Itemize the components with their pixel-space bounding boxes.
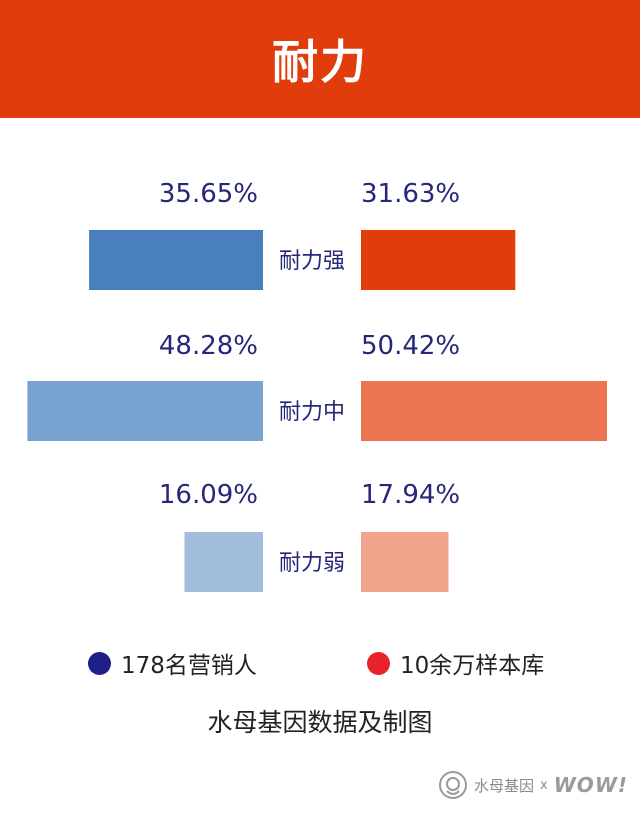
value-label-right-0: 31.63% bbox=[361, 179, 460, 209]
legend-dot-blue bbox=[88, 651, 111, 675]
footer-brand: 水母基因 bbox=[474, 776, 535, 795]
legend-label-marketers: 178名营销人 bbox=[121, 653, 257, 679]
value-label-right-1: 50.42% bbox=[361, 331, 460, 361]
header-banner: 耐力 bbox=[0, 0, 640, 118]
bar-right-2 bbox=[361, 532, 449, 592]
page-title: 耐力 bbox=[272, 35, 368, 89]
category-label-2: 耐力弱 bbox=[279, 551, 345, 576]
value-label-left-2: 16.09% bbox=[159, 480, 258, 510]
category-label-1: 耐力中 bbox=[279, 400, 345, 425]
footer-separator: x bbox=[540, 777, 548, 793]
footer-watermark: 水母基因 x WOW! bbox=[438, 767, 628, 803]
bar-left-2 bbox=[184, 532, 263, 592]
jellyfish-logo-icon bbox=[439, 771, 468, 799]
value-label-right-2: 17.94% bbox=[361, 480, 460, 510]
bar-right-0 bbox=[361, 230, 516, 290]
value-label-left-0: 35.65% bbox=[159, 179, 258, 209]
footer-partner-logo: WOW! bbox=[553, 773, 628, 797]
legend-item-marketers: 178名营销人 bbox=[88, 648, 257, 679]
category-label-0: 耐力强 bbox=[279, 249, 345, 274]
bar-left-1 bbox=[27, 381, 263, 441]
value-label-left-1: 48.28% bbox=[159, 331, 258, 361]
butterfly-bar-chart: 耐力强 35.65% 31.63% 耐力中 48.28% 50.42% 耐力弱 16.09% 1… bbox=[27, 179, 607, 592]
legend-dot-red bbox=[367, 651, 390, 675]
chart-caption: 水母基因数据及制图 bbox=[207, 708, 433, 737]
legend-label-sample-library: 10余万样本库 bbox=[400, 653, 545, 679]
bar-right-1 bbox=[361, 381, 607, 441]
legend-item-sample-library: 10余万样本库 bbox=[367, 648, 545, 679]
bar-left-0 bbox=[89, 230, 263, 290]
